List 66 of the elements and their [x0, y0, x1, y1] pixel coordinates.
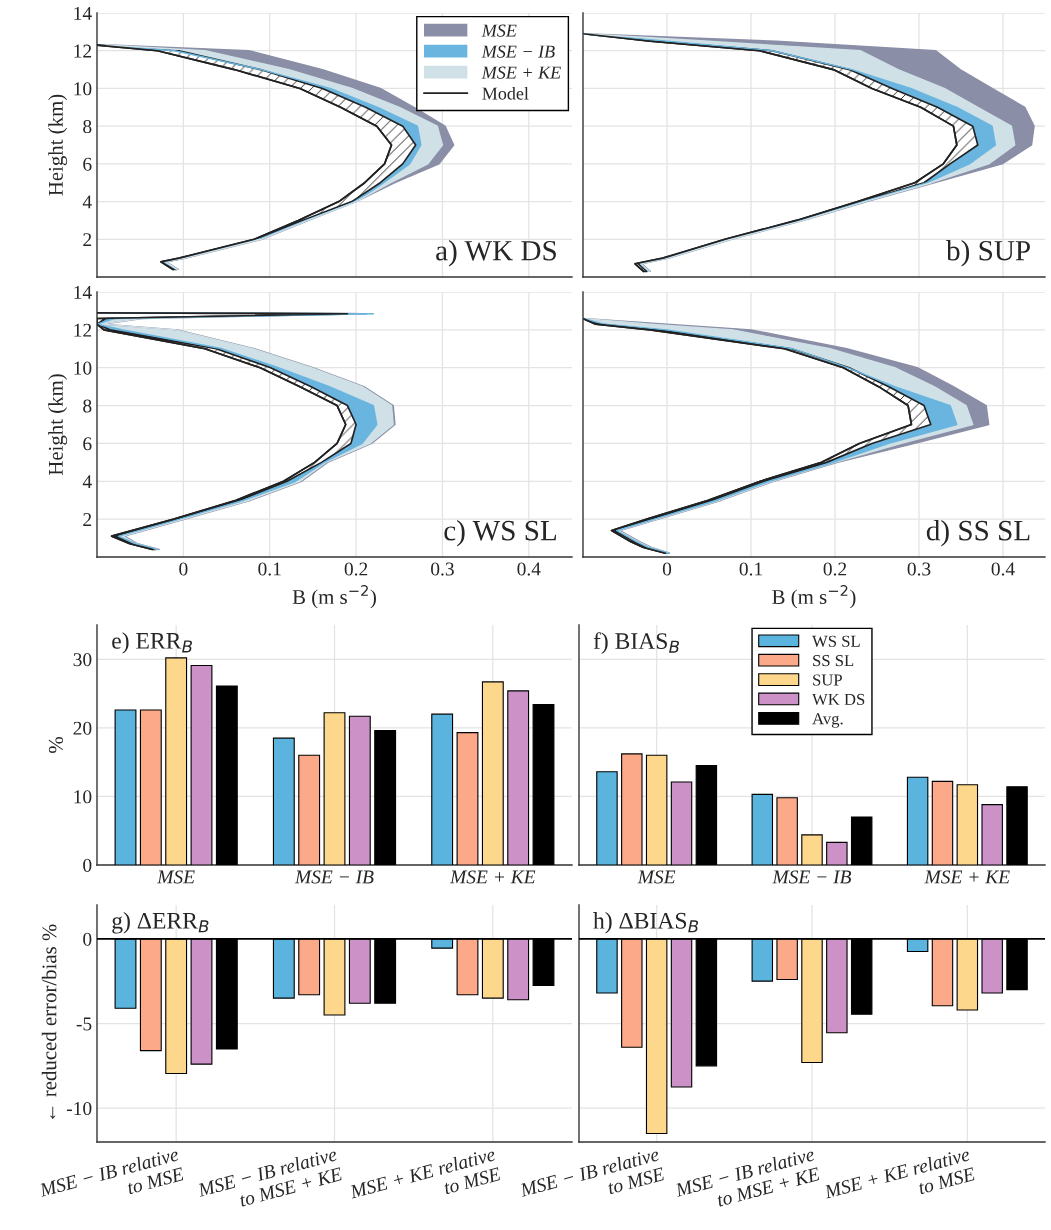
x-tick-label: MSE: [157, 870, 195, 884]
x-tick-label: MSE: [637, 870, 676, 884]
text: b) SUP: [946, 239, 1030, 267]
legend-label: Model: [482, 86, 529, 100]
x-tick-label: 0.1: [739, 562, 762, 576]
y-tick-label: 14: [74, 6, 92, 20]
y-tick-label: 12: [74, 323, 92, 337]
chart-title: e) ERR$_{B}$: [112, 632, 192, 654]
y-tick-label: 2: [83, 513, 92, 526]
y-axis-title: %: [48, 737, 63, 753]
x-tick-label: 0: [662, 562, 672, 576]
y-tick-label: 8: [83, 119, 92, 134]
legend-label: WK DS: [812, 693, 865, 706]
x-tick-label: 0.3: [907, 562, 931, 576]
y-tick-label: 8: [83, 399, 92, 413]
y-axis-title: Height (km): [48, 94, 68, 196]
y-tick-label: 12: [74, 44, 92, 58]
y-tick-label: -5: [76, 1017, 92, 1031]
x-tick-label: MSE + KE relative to MSE: [823, 1146, 976, 1199]
x-tick-label: MSE + KE: [449, 870, 536, 884]
chart-title: h) ΔBIAS$_{B}$: [593, 912, 699, 934]
legend-label: MSE: [481, 24, 517, 37]
legend-label: MSE + KE: [481, 66, 561, 79]
legend-label: WS SL: [812, 635, 860, 647]
x-tick-label: MSE − IB relative to MSE: [38, 1146, 185, 1198]
x-tick-label: MSE − IB: [772, 870, 852, 884]
x-tick-label: 0.2: [823, 562, 847, 576]
legend-label: Avg.: [812, 713, 843, 728]
y-tick-label: -10: [66, 1101, 92, 1116]
y-tick-label: 10: [74, 790, 92, 804]
y-axis-title: ← reduced error/bias %: [41, 924, 57, 1120]
text: d) SS SL: [926, 519, 1030, 547]
x-tick-label: MSE − IB relative to MSE + KE: [196, 1146, 343, 1207]
x-tick-label: 0.4: [991, 562, 1015, 576]
y-tick-label: 10: [74, 82, 92, 96]
x-tick-label: MSE − IB relative to MSE: [518, 1146, 666, 1198]
chart-title: f) BIAS$_{B}$: [593, 632, 679, 654]
x-tick-label: 0: [179, 562, 188, 576]
y-tick-label: 0: [83, 932, 92, 946]
x-tick-label: MSE − IB: [294, 870, 374, 884]
x-axis-title: B (m s$^{−2}$): [772, 585, 856, 609]
x-tick-label: MSE + KE: [924, 870, 1010, 884]
x-tick-label: 0.3: [431, 562, 454, 576]
y-tick-label: 10: [74, 361, 92, 375]
text: a) WK DS: [436, 239, 556, 267]
x-tick-label: 0.4: [517, 562, 541, 576]
y-axis-title: Height (km): [48, 374, 68, 476]
y-tick-label: 6: [83, 437, 92, 451]
x-tick-label: MSE + KE relative to MSE: [348, 1146, 502, 1199]
y-tick-label: 6: [83, 157, 92, 171]
legend-label: MSE − IB: [481, 45, 555, 58]
chart-title: g) ΔERR$_{B}$: [112, 912, 209, 934]
y-tick-label: 0: [83, 858, 92, 872]
x-tick-label: MSE − IB relative to MSE + KE: [674, 1146, 821, 1207]
x-axis-title: B (m s$^{−2}$): [292, 585, 376, 609]
legend-label: SUP: [813, 674, 842, 686]
y-tick-label: 2: [83, 233, 92, 247]
y-tick-label: 14: [74, 285, 92, 299]
legend-label: SS SL: [813, 655, 854, 667]
x-tick-label: 0.1: [258, 562, 281, 576]
y-tick-label: 4: [82, 195, 92, 209]
y-tick-label: 4: [82, 475, 92, 489]
y-tick-label: 30: [73, 653, 92, 667]
y-tick-label: 20: [73, 721, 92, 735]
text: c) WS SL: [444, 519, 556, 547]
x-tick-label: 0.2: [344, 562, 368, 576]
